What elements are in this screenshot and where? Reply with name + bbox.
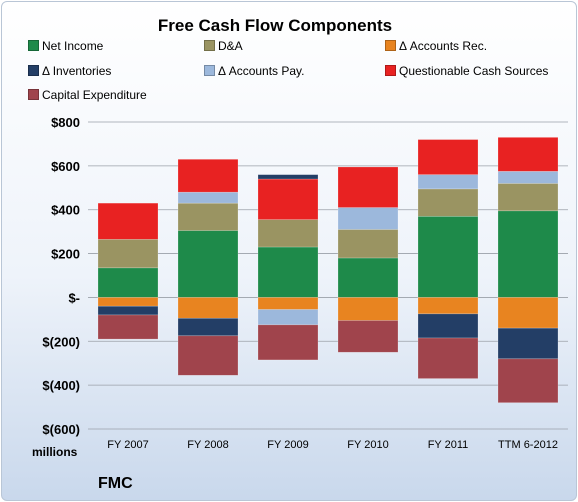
x-tick-label: FY 2007 xyxy=(107,439,148,451)
bar-segment xyxy=(97,305,159,316)
legend-swatch xyxy=(204,40,215,51)
bar-segment xyxy=(337,207,399,230)
legend-item: Δ Accounts Rec. xyxy=(385,39,487,53)
bar-segment xyxy=(497,210,559,298)
bar-segment xyxy=(177,158,239,193)
bar-segment xyxy=(337,297,399,321)
bar-segment xyxy=(97,267,159,298)
y-tick-label: $600 xyxy=(51,159,80,174)
legend-label: Δ Accounts Pay. xyxy=(218,64,305,78)
bar-segment xyxy=(177,230,239,298)
legend-item: Δ Inventories xyxy=(28,64,111,78)
x-tick-label: FY 2011 xyxy=(428,439,469,451)
bar-segment xyxy=(97,297,159,307)
legend-label: Net Income xyxy=(42,39,104,53)
bar-segment xyxy=(177,317,239,337)
bar-segment xyxy=(337,166,399,208)
bar-segment xyxy=(497,297,559,329)
bar-segment xyxy=(497,358,559,403)
x-tick-label: FY 2008 xyxy=(187,439,228,451)
bar-segment xyxy=(257,246,319,298)
bar-segment xyxy=(497,183,559,212)
bar-segment xyxy=(177,191,239,204)
bar-segment xyxy=(177,202,239,231)
legend-item: D&A xyxy=(204,39,243,53)
legend-swatch xyxy=(28,89,39,100)
y-tick-label: $(400) xyxy=(42,378,80,393)
legend-swatch xyxy=(28,65,39,76)
bar-segment xyxy=(97,314,159,340)
y-tick-label: $- xyxy=(68,290,80,305)
legend-item: Questionable Cash Sources xyxy=(385,64,548,78)
legend-item: Capital Expenditure xyxy=(28,88,147,102)
legend-label: Δ Accounts Rec. xyxy=(399,39,488,53)
bar-segment xyxy=(417,297,479,315)
legend-item: Δ Accounts Pay. xyxy=(204,64,305,78)
legend-label: Δ Inventories xyxy=(42,64,112,78)
legend-label: Questionable Cash Sources xyxy=(399,64,549,78)
bar-segment xyxy=(257,309,319,326)
bar-segment xyxy=(417,188,479,217)
bar-segment xyxy=(417,313,479,339)
bar-segment xyxy=(257,174,319,180)
legend-swatch xyxy=(204,65,215,76)
legend-swatch xyxy=(28,40,39,51)
bar-segment xyxy=(417,139,479,175)
x-tick-label: TTM 6-2012 xyxy=(498,439,558,451)
bar-segment xyxy=(337,257,399,298)
bar-segment xyxy=(97,239,159,269)
y-tick-label: $800 xyxy=(51,115,80,130)
y-tick-label: $400 xyxy=(51,203,80,218)
bar-segment xyxy=(337,229,399,259)
bar-segment xyxy=(97,202,159,240)
bar-segment xyxy=(417,215,479,298)
bar-segment xyxy=(257,178,319,220)
x-tick-label: FY 2009 xyxy=(267,439,308,451)
legend-item: Net Income xyxy=(28,39,103,53)
units-label: millions xyxy=(32,445,78,459)
bar-segment xyxy=(497,171,559,184)
legend-swatch xyxy=(385,40,396,51)
bar-segment xyxy=(177,297,239,319)
bar-segment xyxy=(257,219,319,248)
legend-swatch xyxy=(385,65,396,76)
company-name: FMC xyxy=(98,475,133,492)
bar-segment xyxy=(417,174,479,190)
bar-segment xyxy=(257,324,319,361)
y-tick-label: $(200) xyxy=(42,334,80,349)
y-tick-label: $(600) xyxy=(42,422,80,437)
bar-segment xyxy=(337,320,399,353)
bar-segment xyxy=(497,327,559,360)
chart-title: Free Cash Flow Components xyxy=(157,16,393,35)
x-tick-label: FY 2010 xyxy=(347,439,388,451)
legend-label: Capital Expenditure xyxy=(42,88,147,102)
bar-segment xyxy=(177,335,239,376)
y-tick-label: $200 xyxy=(51,247,80,262)
legend-label: D&A xyxy=(218,39,243,53)
bar-segment xyxy=(417,337,479,379)
bar-segment xyxy=(497,137,559,172)
bar-segment xyxy=(257,297,319,310)
